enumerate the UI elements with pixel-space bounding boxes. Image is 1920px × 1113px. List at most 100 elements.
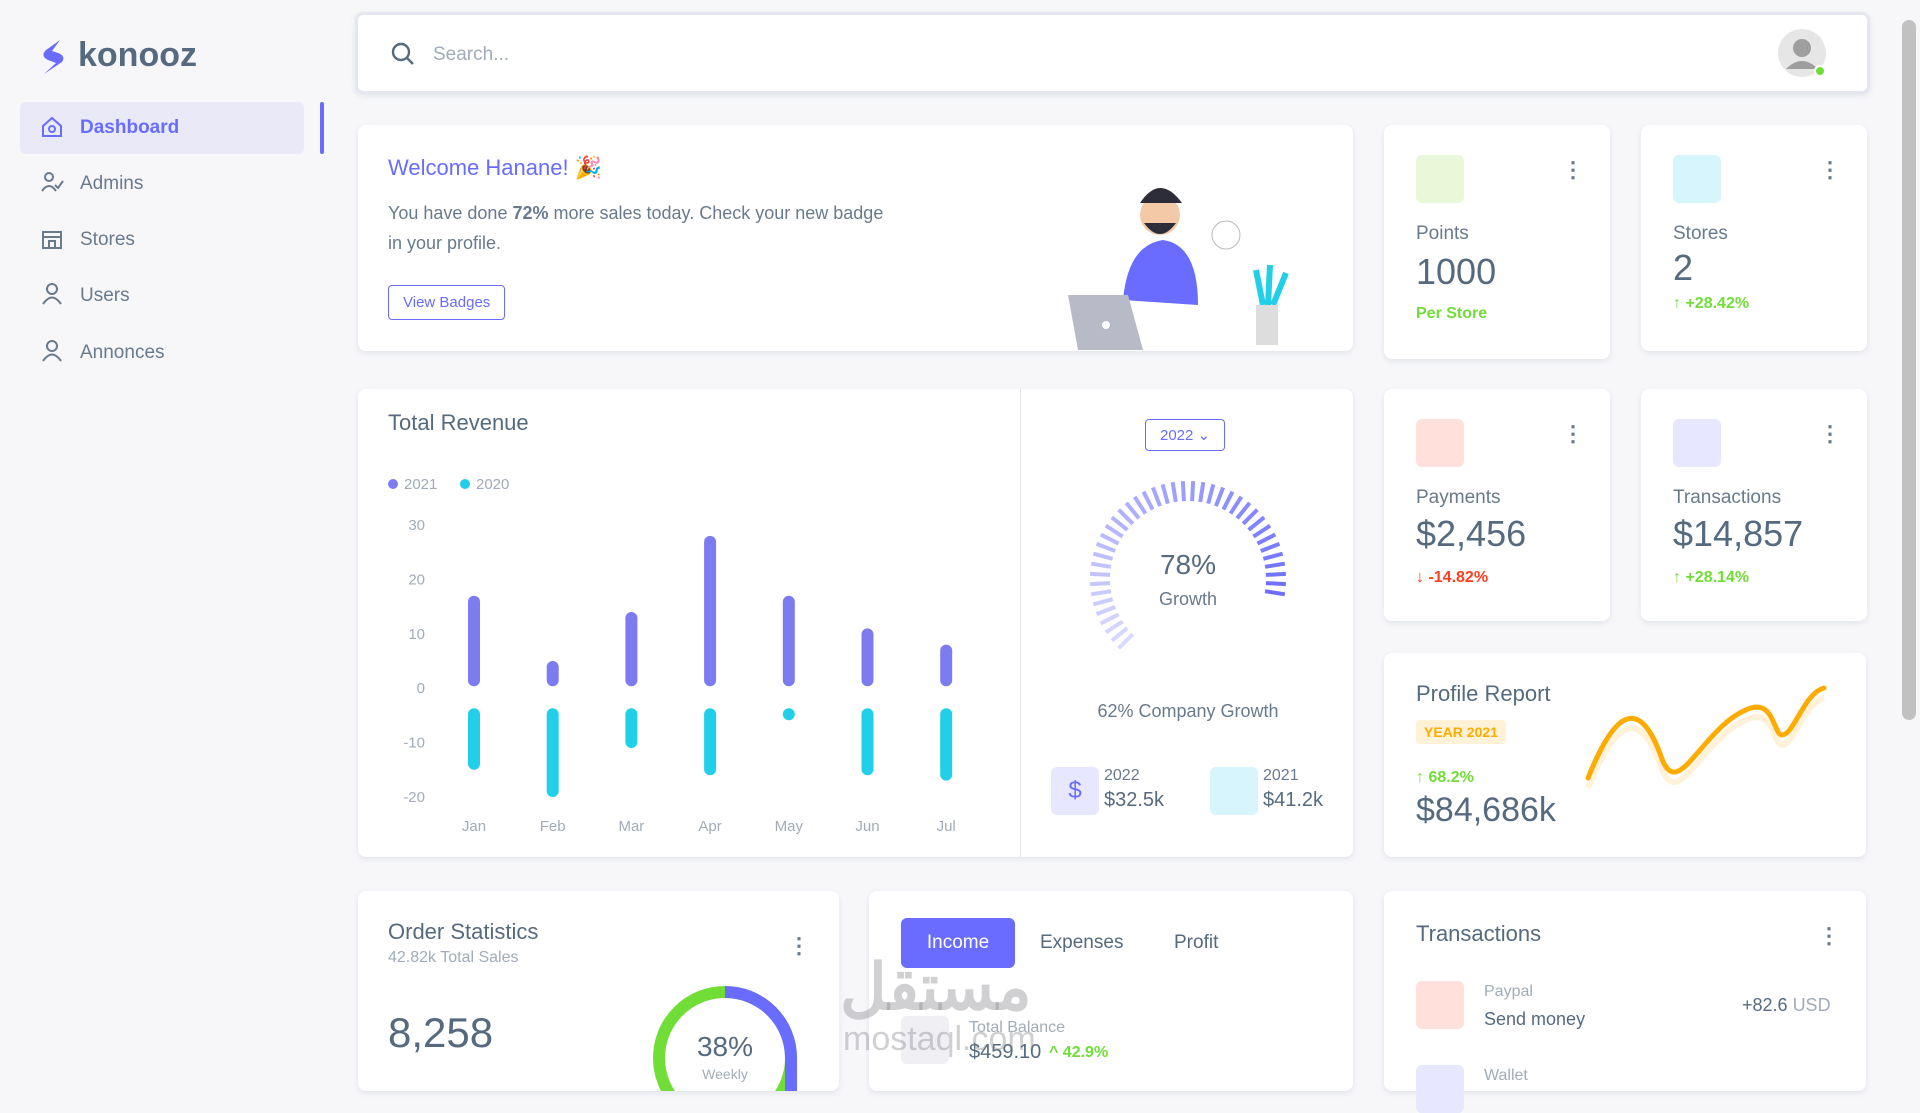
legend-label: 2020 xyxy=(476,476,509,493)
watermark: mostaql.com xyxy=(843,1020,1036,1058)
gauge-tick xyxy=(1252,523,1272,539)
welcome-card: Welcome Hanane! 🎉 You have done 72% more… xyxy=(358,125,1353,351)
avatar[interactable] xyxy=(1778,29,1830,81)
gauge-tick xyxy=(1090,571,1111,577)
gauge-tick xyxy=(1170,481,1178,503)
x-tick-label: Feb xyxy=(540,818,566,835)
gauge-tick xyxy=(1099,532,1120,546)
badge: YEAR 2021 xyxy=(1416,720,1506,744)
menu[interactable]: ⋮ xyxy=(1562,157,1584,182)
icon xyxy=(1416,419,1464,467)
bar xyxy=(468,708,480,770)
search-bar[interactable]: Search... xyxy=(355,12,1870,94)
gauge-tick xyxy=(1241,508,1259,526)
currency: USD xyxy=(1792,995,1831,1015)
change: ↑ 68.2% xyxy=(1416,769,1474,786)
x-tick-label: Apr xyxy=(698,818,721,835)
sidebar: konooz Dashboard Admins Stores Users Ann… xyxy=(0,0,330,1080)
menu[interactable]: ⋮ xyxy=(1819,157,1841,182)
balance: $459.10 xyxy=(969,1041,1042,1063)
gauge-tick xyxy=(1190,481,1196,502)
growth-gauge xyxy=(1090,481,1286,650)
x-tick-label: Jul xyxy=(937,818,956,835)
year-select[interactable]: 2022 ⌄ xyxy=(1145,419,1226,451)
icon xyxy=(901,1016,949,1064)
gauge-tick xyxy=(1198,481,1206,503)
revenue-chart: Total Revenue 2021 2020 -20 -10 0 10 20 30 Jan Feb… xyxy=(388,410,956,835)
menu[interactable]: ⋮ xyxy=(1562,421,1584,446)
icon: $ xyxy=(1051,767,1099,815)
x-tick-label: Mar xyxy=(618,818,644,835)
y-tick-label: 20 xyxy=(408,571,425,588)
gauge-tick xyxy=(1264,589,1286,597)
stat-note: Per Store xyxy=(1416,305,1488,322)
stat-label: Stores xyxy=(1673,223,1728,244)
gauge-tick xyxy=(1104,523,1124,539)
nav-item[interactable]: Users xyxy=(80,285,130,306)
nav-icons xyxy=(41,116,64,362)
tab[interactable]: Expenses xyxy=(1040,932,1124,953)
icon xyxy=(1210,767,1258,815)
gauge-tick xyxy=(1160,483,1170,505)
search-placeholder: Search... xyxy=(433,44,510,65)
brand: konooz xyxy=(78,36,197,74)
nav-item[interactable]: Stores xyxy=(80,229,135,250)
tab[interactable]: Income xyxy=(901,918,1015,968)
icon xyxy=(1673,155,1721,203)
active-indicator xyxy=(320,102,324,154)
bar xyxy=(546,708,559,797)
gauge-tick xyxy=(1104,619,1124,635)
growth-value: 78% xyxy=(1159,549,1217,580)
year: 2022 xyxy=(1160,427,1194,444)
profile-report-card: Profile Report YEAR 2021 ↑ 68.2% $84,686… xyxy=(1384,653,1866,857)
change: +28.14% xyxy=(1685,569,1750,586)
gauge-tick xyxy=(1265,571,1286,577)
gauge-tick xyxy=(1262,551,1284,561)
menu[interactable]: ⋮ xyxy=(1818,923,1840,948)
title: Transactions xyxy=(1416,921,1542,946)
view-badges-button[interactable]: View Badges xyxy=(388,285,506,320)
gauge-tick xyxy=(1228,495,1244,515)
stat-value: 1000 xyxy=(1416,251,1497,292)
nav-item[interactable]: Admins xyxy=(80,173,144,194)
revenue-card: Total Revenue 2021 2020 -20 -10 0 10 20 30 Jan Feb… xyxy=(358,389,1353,857)
bar xyxy=(940,644,953,687)
menu[interactable]: ⋮ xyxy=(788,933,810,958)
y-tick-label: 30 xyxy=(408,517,425,534)
bar xyxy=(782,708,795,721)
chart-title: Total Revenue xyxy=(388,410,529,435)
amount: $41.2k xyxy=(1263,789,1324,811)
stat-card: ⋮ Transactions $14,857 ↑ +28.14% xyxy=(1641,389,1867,621)
order-statistics-card: Order Statistics 42.82k Total Sales ⋮ 8,… xyxy=(358,891,839,1091)
y-tick-label: -10 xyxy=(403,735,425,752)
text: You have done xyxy=(388,203,513,223)
icon xyxy=(1673,419,1721,467)
donut-label: Weekly xyxy=(702,1066,748,1082)
gauge-tick xyxy=(1265,581,1286,587)
amount: +82.6 USD xyxy=(1742,995,1831,1016)
gauge-tick xyxy=(1117,632,1135,650)
bar xyxy=(546,661,559,687)
growth-label: Growth xyxy=(1158,589,1218,609)
gauge-tick xyxy=(1235,501,1252,520)
y-tick-label: 10 xyxy=(408,626,425,643)
donut xyxy=(653,986,797,1091)
x-tick-label: Jun xyxy=(855,818,879,835)
nav-item[interactable]: Annonces xyxy=(80,342,165,363)
menu[interactable]: ⋮ xyxy=(1819,421,1841,446)
tab[interactable]: Profit xyxy=(1174,932,1219,953)
bar xyxy=(940,708,953,781)
stat-value: $14,857 xyxy=(1673,513,1804,554)
stat-label: Points xyxy=(1416,223,1469,244)
change: ^ 42.9% xyxy=(1049,1044,1109,1061)
gauge-tick xyxy=(1141,490,1155,511)
bar xyxy=(782,595,795,687)
growth-caption: 62% Company Growth xyxy=(1097,701,1279,721)
scrollbar[interactable] xyxy=(1902,20,1916,720)
gauge-tick xyxy=(1264,561,1286,569)
stat-value: $2,456 xyxy=(1416,513,1527,554)
nav-item[interactable]: Dashboard xyxy=(20,102,304,154)
bar xyxy=(861,708,874,776)
gauge-tick xyxy=(1214,486,1225,507)
gauge-tick xyxy=(1117,508,1135,526)
